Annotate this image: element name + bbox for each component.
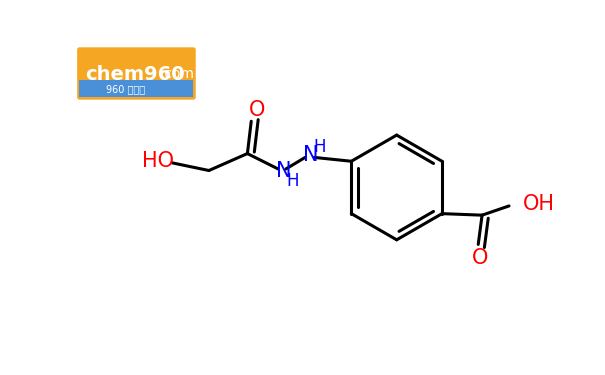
Text: O: O	[249, 100, 265, 120]
Text: .com: .com	[160, 67, 194, 81]
Bar	[79, 80, 194, 98]
FancyBboxPatch shape	[77, 47, 195, 100]
Text: N: N	[302, 145, 318, 165]
Text: N: N	[276, 160, 292, 180]
Text: chem960: chem960	[85, 65, 185, 84]
Text: 960 化工网: 960 化工网	[106, 84, 146, 94]
Text: HO: HO	[142, 151, 174, 171]
Text: H: H	[313, 138, 326, 156]
Text: OH: OH	[523, 194, 555, 214]
Text: O: O	[471, 248, 488, 268]
Text: H: H	[287, 172, 299, 190]
